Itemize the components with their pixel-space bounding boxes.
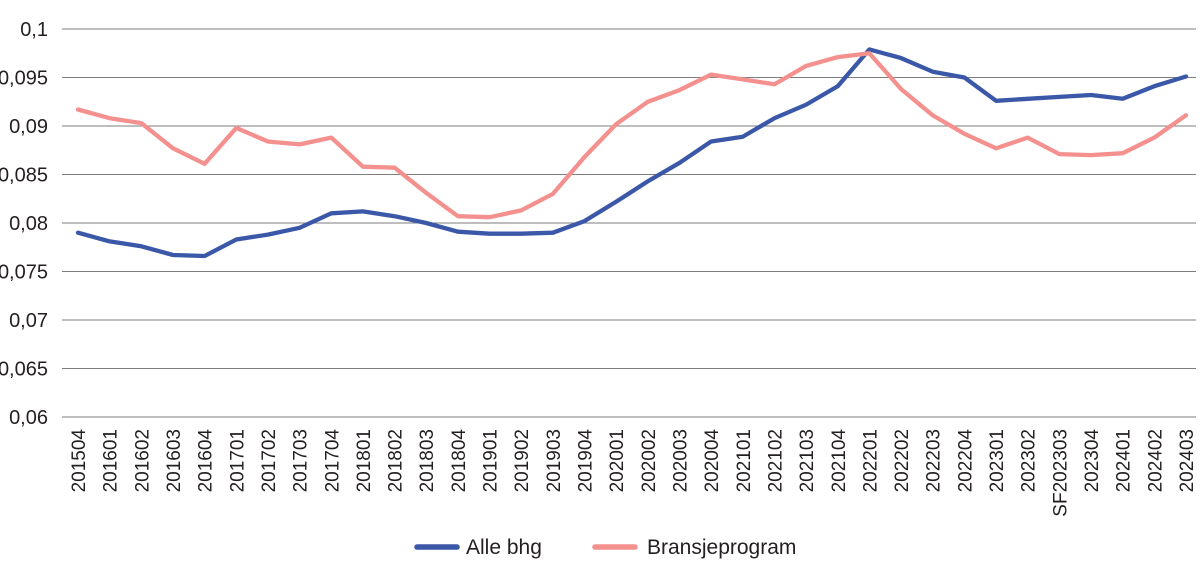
x-axis-tick-label: 202401 [1114,429,1135,492]
legend-item-bransjeprogram: Bransjeprogram [592,536,796,559]
x-axis: 201504 201601 201602 201603 201604 201701 2017… [69,429,1198,517]
x-axis-tick-label: 201704 [322,429,343,493]
x-axis-tick-label: 202102 [765,429,786,492]
x-axis-tick-label: 201701 [227,429,248,492]
x-axis-tick-label: 201902 [512,429,533,492]
y-axis-tick-label: 0,07 [9,310,48,332]
y-axis-tick-label: 0,065 [0,359,48,381]
x-axis-tick-label: 201602 [132,429,153,492]
x-axis-tick-label: 201604 [196,429,217,493]
x-axis-tick-label: 202302 [1019,429,1040,492]
x-axis-tick-label: 202204 [955,429,976,493]
x-axis-tick-label: 201904 [576,429,597,493]
x-axis-tick-label: 201901 [481,429,502,492]
y-axis-tick-label: 0,095 [0,68,48,90]
x-axis-tick-label: 202402 [1145,429,1166,492]
gridlines [62,28,1196,418]
x-axis-tick-label: 201802 [386,429,407,492]
y-axis-tick-label: 0,1 [20,19,48,41]
y-axis: 0,1 0,095 0,09 0,085 0,08 0,075 0,07 0,065 0,06 [0,19,48,429]
series-line-alle-bhg [75,47,1189,259]
x-axis-tick-label: SF202303 [1050,429,1071,517]
x-axis-tick-label: 202003 [670,429,691,492]
y-axis-tick-label: 0,075 [0,262,48,284]
y-axis-tick-label: 0,08 [9,213,48,235]
x-axis-tick-label: 201702 [259,429,280,492]
x-axis-tick-label: 202301 [987,429,1008,492]
legend: Alle bhg Bransjeprogram [414,536,796,559]
x-axis-tick-label: 201804 [449,429,470,493]
legend-item-alle-bhg: Alle bhg [414,536,542,559]
x-axis-tick-label: 202104 [829,429,850,493]
series-line-bransjeprogram [75,51,1189,220]
x-axis-tick-label: 202002 [639,429,660,492]
x-axis-tick-label: 201703 [291,429,312,492]
x-axis-tick-label: 202004 [702,429,723,493]
legend-label-alle-bhg: Alle bhg [466,536,542,559]
x-axis-tick-label: 202202 [892,429,913,492]
x-axis-tick-label: 202201 [860,429,881,492]
y-axis-tick-label: 0,06 [9,407,48,429]
x-axis-tick-label: 201801 [354,429,375,492]
x-axis-tick-label: 202304 [1082,429,1103,493]
x-axis-tick-label: 202403 [1177,429,1198,492]
x-axis-tick-label: 201504 [69,429,90,493]
x-axis-tick-label: 201601 [101,429,122,492]
x-axis-tick-label: 201803 [417,429,438,492]
y-axis-tick-label: 0,085 [0,165,48,187]
x-axis-tick-label: 202001 [607,429,628,492]
legend-label-bransjeprogram: Bransjeprogram [647,536,796,559]
y-axis-tick-label: 0,09 [9,116,48,138]
x-axis-tick-label: 201603 [164,429,185,492]
x-axis-tick-label: 202103 [797,429,818,492]
x-axis-tick-label: 202203 [924,429,945,492]
x-axis-tick-label: 201903 [544,429,565,492]
x-axis-tick-label: 202101 [734,429,755,492]
